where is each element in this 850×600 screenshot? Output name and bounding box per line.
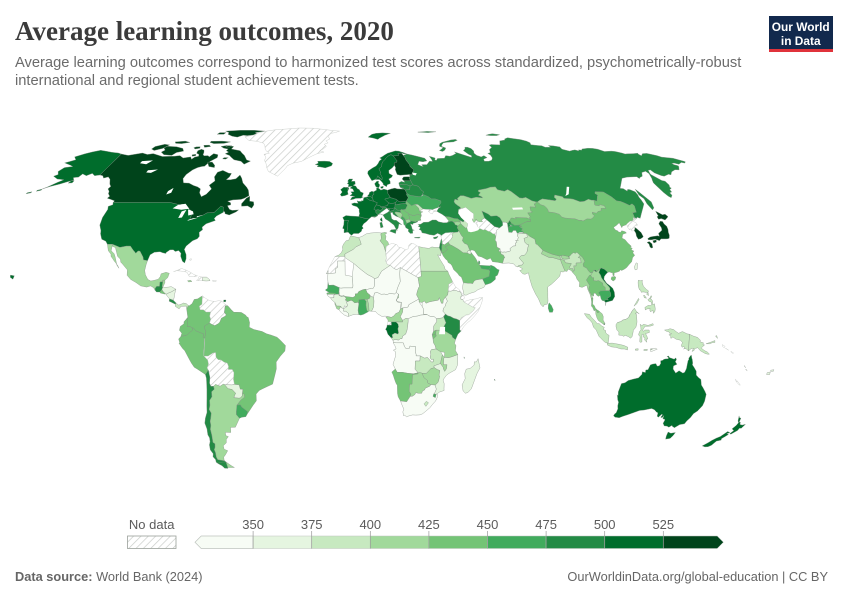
svg-text:475: 475 [535, 517, 557, 532]
svg-text:375: 375 [301, 517, 323, 532]
svg-text:425: 425 [418, 517, 440, 532]
svg-text:500: 500 [594, 517, 616, 532]
svg-text:525: 525 [652, 517, 674, 532]
svg-text:350: 350 [242, 517, 264, 532]
svg-text:No data: No data [129, 517, 175, 532]
svg-text:400: 400 [359, 517, 381, 532]
svg-text:450: 450 [477, 517, 499, 532]
